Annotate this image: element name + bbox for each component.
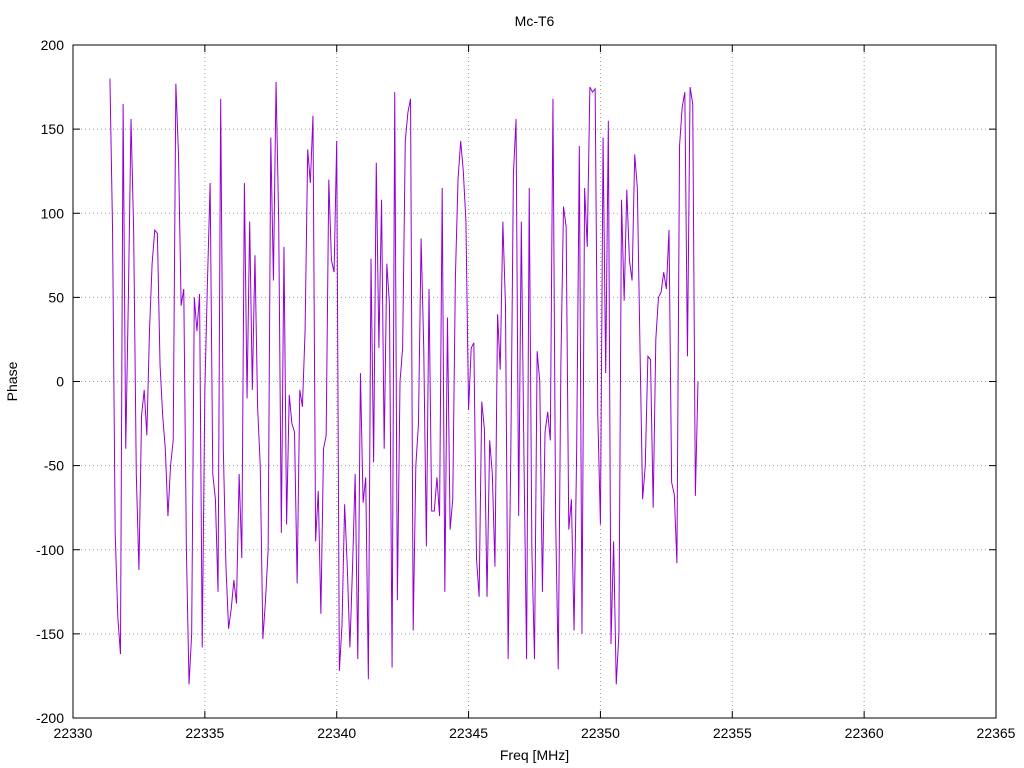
- y-tick-label: 0: [56, 374, 64, 390]
- x-tick-label: 22335: [185, 725, 224, 741]
- x-tick-label: 22330: [54, 725, 93, 741]
- y-axis-label: Phase: [4, 361, 20, 401]
- x-tick-label: 22365: [977, 725, 1016, 741]
- y-tick-label: -50: [44, 458, 64, 474]
- y-tick-label: -150: [36, 626, 64, 642]
- x-tick-label: 22340: [317, 725, 356, 741]
- x-tick-label: 22345: [449, 725, 488, 741]
- x-tick-label: 22355: [713, 725, 752, 741]
- y-tick-label: 50: [48, 289, 64, 305]
- x-tick-label: 22360: [845, 725, 884, 741]
- series-layer: [109, 78, 699, 685]
- x-tick-label: 22350: [581, 725, 620, 741]
- chart-title: Mc-T6: [515, 13, 555, 29]
- x-axis-label: Freq [MHz]: [500, 747, 569, 763]
- y-tick-label: -100: [36, 542, 64, 558]
- ticks: 22330 22335 22340 22345 22350 22355 22360 22365…: [36, 37, 1016, 741]
- y-tick-label: 150: [41, 121, 65, 137]
- series-line: [109, 78, 699, 685]
- y-tick-label: 200: [41, 37, 65, 53]
- y-tick-label: 100: [41, 205, 65, 221]
- y-tick-label: -200: [36, 710, 64, 726]
